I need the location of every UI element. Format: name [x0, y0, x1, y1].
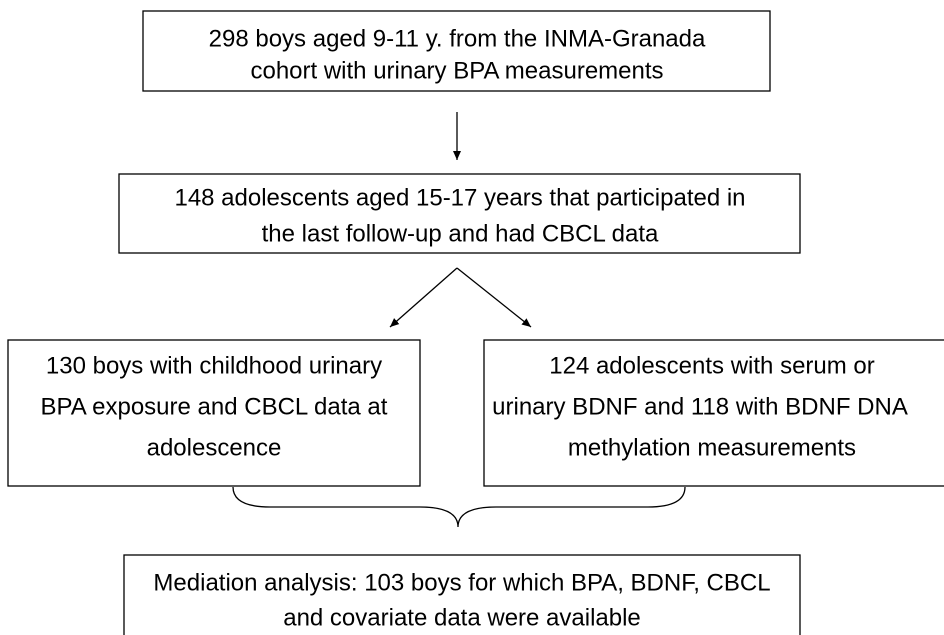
node-text: 124 adolescents with serum or	[549, 352, 875, 379]
node-text: methylation measurements	[568, 434, 856, 461]
box	[118, 173, 801, 254]
node-text: 130 boys with childhood urinary	[46, 352, 382, 379]
arrow	[389, 267, 458, 328]
node-text: 298 boys aged 9-11 y. from the INMA-Gran…	[209, 25, 706, 52]
box	[483, 339, 944, 487]
brace	[232, 486, 686, 528]
node-text: cohort with urinary BPA measurements	[250, 57, 663, 84]
node-text: 148 adolescents aged 15-17 years that pa…	[174, 184, 745, 211]
node-text: the last follow-up and had CBCL data	[262, 220, 659, 247]
box	[123, 554, 801, 635]
node-text: and covariate data were available	[283, 604, 641, 631]
box	[142, 10, 771, 92]
box	[7, 339, 421, 487]
arrow	[456, 267, 532, 328]
node-text: Mediation analysis: 103 boys for which B…	[153, 569, 770, 596]
node-text: BPA exposure and CBCL data at	[41, 393, 388, 420]
node-text: urinary BDNF and 118 with BDNF DNA	[492, 393, 908, 420]
node-text: adolescence	[147, 434, 282, 461]
